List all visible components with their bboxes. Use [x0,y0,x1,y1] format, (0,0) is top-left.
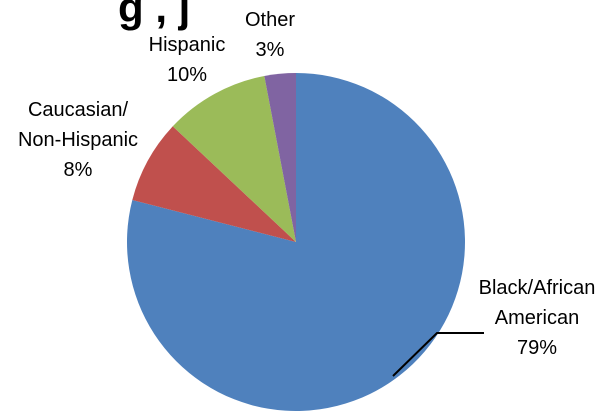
leader-lines [392,332,484,377]
chart-title-fragment: g , j [118,0,190,31]
slice-label-black-african-american: Black/African American 79% [479,277,596,359]
slice-label-caucasian-non-hispanic: Caucasian/Non-Hispanic 8% [18,99,138,181]
slice-label-other: Other 3% [245,9,295,61]
pie-slices [127,73,466,411]
leader-line [392,332,484,377]
slice-label-hispanic: Hispanic 10% [149,34,226,86]
pie-slice-hispanic [172,75,296,243]
slice-labels: Black/African American 79% Caucasian/Non-Hi… [18,9,595,359]
pie-slice-caucasian-non-hispanic [132,126,296,242]
pie-slice-black-african-american [127,73,466,411]
pie-slice-other [264,73,296,242]
